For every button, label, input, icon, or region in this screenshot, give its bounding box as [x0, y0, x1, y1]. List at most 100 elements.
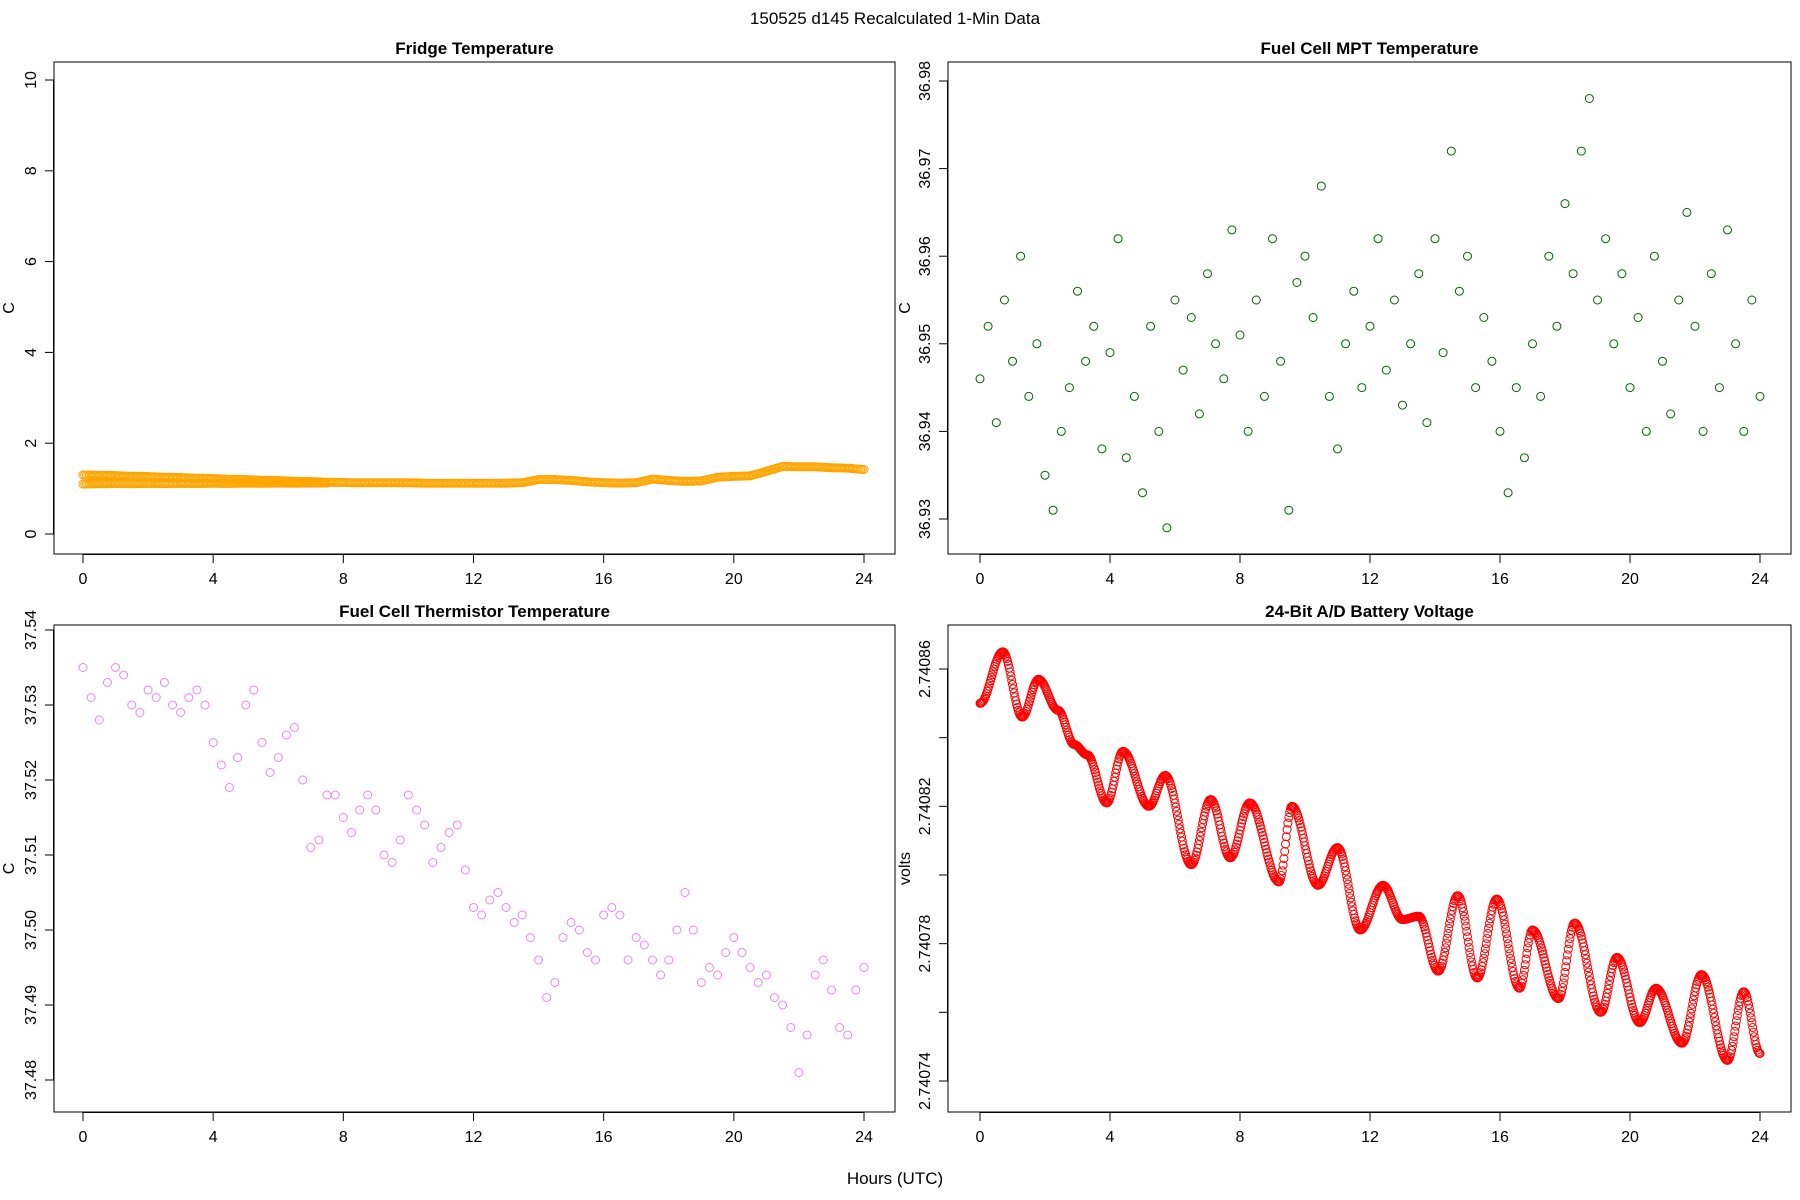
x-tick-label: 0 [976, 1129, 985, 1146]
x-tick-label: 4 [209, 1129, 218, 1146]
data-point [1303, 856, 1313, 866]
data-point [1056, 426, 1066, 436]
data-point [1480, 949, 1490, 959]
data-point [818, 955, 828, 965]
data-point [1544, 251, 1554, 261]
y-tick-label: 36.95 [917, 324, 934, 364]
data-point [1521, 954, 1531, 964]
y-axis-label: C [1, 863, 18, 875]
data-point [1441, 943, 1451, 953]
data-point [1731, 339, 1741, 349]
data-point [1727, 1045, 1737, 1055]
data-point [1753, 1047, 1763, 1057]
data-point [721, 948, 731, 957]
data-point [1506, 953, 1516, 963]
data-point [224, 783, 234, 792]
data-point [1440, 947, 1450, 957]
data-point [1012, 699, 1022, 709]
data-point [599, 910, 609, 920]
data-point [257, 738, 267, 747]
data-point [1504, 944, 1514, 954]
data-point [1565, 934, 1575, 944]
data-point [1558, 978, 1568, 988]
y-tick-label: 36.93 [917, 499, 934, 539]
data-point [1279, 854, 1289, 864]
data-point [1458, 903, 1468, 913]
y-tick-label: 37.49 [23, 985, 40, 1025]
y-tick-label: 37.51 [23, 835, 40, 875]
data-point [1666, 409, 1676, 419]
data-point [794, 1068, 804, 1077]
data-point [1463, 251, 1472, 261]
data-point [1539, 953, 1549, 963]
data-point [1489, 897, 1499, 907]
y-tick-label: 10 [23, 71, 40, 89]
data-point [1272, 876, 1282, 885]
data-point [1688, 999, 1698, 1009]
data-point [1580, 950, 1590, 960]
data-point [1237, 818, 1247, 828]
data-point [1434, 966, 1444, 976]
data-point [623, 955, 633, 965]
data-point [1714, 1033, 1724, 1043]
data-point [1625, 992, 1635, 1002]
data-point [1742, 993, 1752, 1003]
data-point [1607, 964, 1617, 974]
data-point [1684, 1021, 1693, 1031]
x-tick-label: 4 [1106, 1129, 1115, 1146]
data-point [1515, 983, 1524, 993]
data-point [1484, 918, 1494, 928]
data-points [78, 663, 869, 1077]
data-point [1566, 929, 1576, 939]
data-point [395, 835, 405, 845]
data-point [1636, 1017, 1646, 1027]
data-point [1186, 313, 1196, 322]
y-tick-label: 37.53 [23, 685, 40, 725]
data-point [1487, 906, 1497, 916]
data-point [810, 970, 820, 980]
data-point [786, 1023, 796, 1032]
data-point [566, 918, 576, 927]
data-point [403, 790, 413, 800]
data-point [1054, 705, 1064, 715]
data-point [249, 685, 259, 695]
data-point [631, 933, 641, 942]
data-point [1682, 1028, 1692, 1038]
data-point [1620, 971, 1630, 981]
data-point [1461, 921, 1471, 931]
data-point [1584, 971, 1594, 981]
data-point [1649, 251, 1659, 261]
data-point [127, 700, 137, 710]
data-point [1602, 988, 1612, 998]
data-point [1739, 426, 1749, 436]
data-point [1482, 934, 1492, 943]
data-point [1346, 893, 1355, 903]
data-point [1746, 1013, 1756, 1023]
data-point [1276, 874, 1286, 884]
panel-title: Fuel Cell MPT Temperature [1261, 39, 1479, 58]
data-point [1439, 951, 1449, 961]
data-point [1341, 870, 1351, 880]
data-point [753, 978, 763, 987]
data-point [1263, 851, 1273, 861]
data-point [1727, 1041, 1737, 1051]
x-tick-label: 24 [855, 571, 873, 588]
data-point [1515, 983, 1525, 993]
data-point [1173, 815, 1183, 825]
data-point [745, 963, 755, 972]
data-point [1588, 988, 1598, 997]
plot-frame [53, 624, 896, 1113]
data-point [1627, 999, 1637, 1009]
data-point [1203, 269, 1212, 279]
data-point [1597, 1007, 1607, 1017]
data-point [1304, 859, 1314, 869]
data-point [200, 700, 210, 710]
data-point [1167, 784, 1177, 793]
data-point [1420, 925, 1430, 935]
data-point [1617, 269, 1627, 279]
data-point [1519, 970, 1529, 980]
data-point [582, 948, 592, 957]
data-point [1196, 827, 1206, 837]
data-point [1346, 897, 1356, 907]
